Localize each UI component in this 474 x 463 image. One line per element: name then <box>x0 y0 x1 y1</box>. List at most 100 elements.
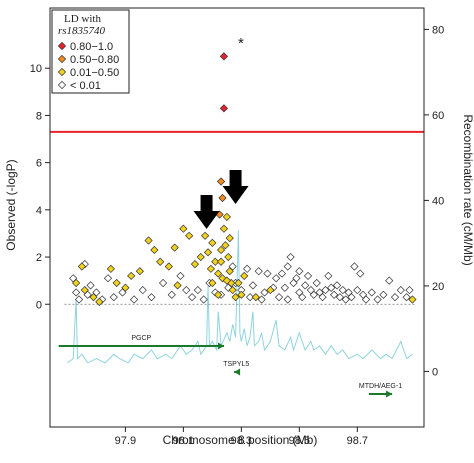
snp-point-ld-0-01-0-50 <box>89 293 98 302</box>
snp-point-ld-0-01-0-50 <box>144 236 153 245</box>
snp-point-ld-0-01-0-50 <box>237 290 246 299</box>
y-tick-label: 8 <box>36 110 42 122</box>
snp-point-ld-below-0-01 <box>74 295 84 304</box>
snp-point-ld-below-0-01 <box>283 262 292 271</box>
snp-point-ld-0-01-0-50 <box>266 285 275 295</box>
snp-point-ld-0-01-0-50 <box>203 248 213 257</box>
snp-point-ld-0-01-0-50 <box>71 278 81 288</box>
snp-point-ld-0-01-0-50 <box>150 245 159 255</box>
snp-point-ld-0-01-0-50 <box>77 262 86 271</box>
snp-point-ld-below-0-01 <box>109 293 118 302</box>
snp-point-ld-0-01-0-50 <box>170 243 179 252</box>
snp-point-ld-0-01-0-50 <box>201 231 210 240</box>
x-axis-title: Chromosome 8 position (Mb) <box>163 433 318 447</box>
snp-point-ld-below-0-01 <box>321 285 330 295</box>
snp-point-ld-0-01-0-50 <box>206 264 216 273</box>
snp-point-ld-below-0-01 <box>71 288 81 297</box>
plot-frame <box>49 7 425 428</box>
snp-point-ld-below-0-01 <box>303 271 313 281</box>
snp-point-ld-0-50-0-80 <box>218 193 227 203</box>
y2-axis-title: Recombination rate (cM/Mb) <box>461 114 474 265</box>
snp-point-ld-below-0-01 <box>193 285 202 295</box>
gene-label: MTDH/AEG-1 <box>359 383 402 390</box>
snp-point-ld-below-0-01 <box>332 281 342 290</box>
snp-point-ld-below-0-01 <box>243 264 252 273</box>
snp-point-ld-below-0-01 <box>260 288 269 297</box>
snp-point-ld-below-0-01 <box>341 295 350 304</box>
snp-point-ld-0-01-0-50 <box>190 260 200 269</box>
snp-point-ld-below-0-01 <box>263 269 272 278</box>
snp-point-ld-0-01-0-50 <box>214 290 223 299</box>
y-tick-label: 4 <box>36 205 42 217</box>
snp-point-ld-0-01-0-50 <box>222 212 231 222</box>
y-tick-label: 0 <box>36 299 42 311</box>
snp-point-ld-0-01-0-50 <box>211 257 220 266</box>
snp-point-ld-below-0-01 <box>272 274 281 283</box>
legend-box <box>51 9 130 94</box>
legend-swatch <box>57 67 67 77</box>
snp-point-ld-0-01-0-50 <box>112 278 121 288</box>
snp-point-ld-below-0-01 <box>402 293 411 302</box>
snp-point-ld-below-0-01 <box>292 274 301 283</box>
snp-point-ld-below-0-01 <box>379 290 388 299</box>
snp-point-ld-below-0-01 <box>280 283 289 292</box>
snp-point-ld-below-0-01 <box>367 288 376 297</box>
snp-point-ld-0-01-0-50 <box>80 285 89 295</box>
x-tick-label: 97.9 <box>115 435 136 447</box>
snp-point-ld-below-0-01 <box>158 278 168 288</box>
y-axis-title: Observed (-logP) <box>4 159 18 250</box>
snp-point-ld-0-01-0-50 <box>164 262 173 271</box>
snp-point-ld-0-80-1-0 <box>219 104 229 113</box>
snp-point-ld-below-0-01 <box>350 262 359 271</box>
y-tick-label: 2 <box>36 252 42 264</box>
snp-point-ld-below-0-01 <box>147 293 156 302</box>
snp-point-ld-below-0-01 <box>182 285 191 295</box>
legend-entry-label: 0.01−0.50 <box>70 67 119 79</box>
snp-point-ld-below-0-01 <box>257 295 266 304</box>
snp-point-ld-below-0-01 <box>86 281 95 290</box>
legend-swatch <box>57 80 67 90</box>
gene-label: TSPYL5 <box>223 361 249 368</box>
legend-title: LD with <box>64 13 101 25</box>
snp-point-ld-below-0-01 <box>248 281 258 290</box>
snp-point-ld-below-0-01 <box>385 276 394 285</box>
legend-swatch <box>57 41 67 51</box>
snp-point-ld-0-01-0-50 <box>214 269 223 278</box>
snp-point-ld-below-0-01 <box>353 285 362 295</box>
snp-point-ld-0-01-0-50 <box>185 231 194 240</box>
snp-point-ld-0-01-0-50 <box>231 293 240 302</box>
gene-label: PGCP <box>131 335 151 342</box>
snp-point-ld-0-50-0-80 <box>216 177 226 186</box>
recombination-rate-line <box>67 230 413 364</box>
snp-point-ld-0-01-0-50 <box>135 267 144 276</box>
snp-point-ld-below-0-01 <box>312 278 321 288</box>
snp-point-ld-below-0-01 <box>338 285 347 295</box>
y2-tick-label: 40 <box>432 195 444 207</box>
snp-point-ld-0-01-0-50 <box>196 252 205 262</box>
snp-point-ld-below-0-01 <box>274 293 284 302</box>
snp-point-ld-0-01-0-50 <box>240 271 249 281</box>
snp-point-ld-below-0-01 <box>129 295 139 304</box>
legend-entry-label: 0.80−1.0 <box>70 41 113 53</box>
snp-point-ld-0-01-0-50 <box>408 295 417 304</box>
snp-point-ld-below-0-01 <box>327 283 336 292</box>
snp-point-ld-below-0-01 <box>295 267 304 276</box>
snp-point-ld-0-01-0-50 <box>216 245 226 255</box>
snp-point-ld-0-01-0-50 <box>179 224 188 233</box>
snp-point-ld-below-0-01 <box>254 267 263 276</box>
snp-point-ld-below-0-01 <box>347 293 356 302</box>
snp-point-ld-below-0-01 <box>390 293 400 302</box>
snp-point-ld-below-0-01 <box>277 269 287 278</box>
x-tick-label: 98.1 <box>173 435 194 447</box>
recombination-layer <box>67 230 413 364</box>
genes-layer: PGCP TSPYL5 MTDH/AEG-1 <box>58 335 402 398</box>
snp-point-ld-0-01-0-50 <box>173 281 182 290</box>
y2-tick-label: 80 <box>432 24 444 36</box>
y2-tick-label: 20 <box>432 281 444 293</box>
snp-point-ld-below-0-01 <box>176 271 185 281</box>
snp-point-ld-0-01-0-50 <box>234 278 243 288</box>
x-tick-label: 98.3 <box>231 435 252 447</box>
snp-point-ld-0-01-0-50 <box>251 293 260 302</box>
highlight-arrow <box>193 195 220 229</box>
snp-point-ld-below-0-01 <box>245 293 255 302</box>
